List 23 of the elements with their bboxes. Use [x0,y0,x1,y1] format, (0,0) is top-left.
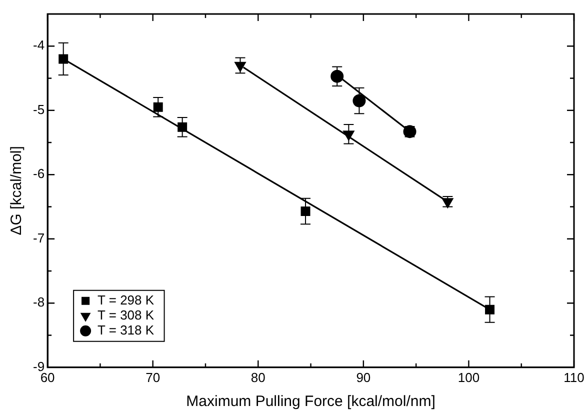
y-tick-label: -4 [32,38,45,53]
y-tick-label: -5 [32,102,45,117]
x-tick-label: 110 [564,370,584,385]
point [485,304,495,314]
point [300,206,310,216]
x-tick-label: 90 [356,370,371,385]
y-tick-label: -6 [32,166,45,182]
legend-label: T = 308 K [98,307,154,322]
point [330,70,344,83]
x-tick-label: 100 [458,370,480,385]
x-tick-label: 80 [250,370,266,385]
point [153,102,163,112]
point [58,54,68,64]
legend-label: T = 318 K [98,322,154,338]
x-axis-title: Maximum Pulling Force [kcal/mol/nm] [186,393,436,410]
y-tick-label: -7 [32,230,45,246]
legend-label: T = 298 K [98,292,154,308]
y-tick-label: -9 [32,358,45,374]
point [352,94,366,108]
x-tick-label: 70 [146,370,160,385]
point [178,122,188,132]
y-axis-title: ΔG [kcal/mol] [8,146,26,236]
y-tick-label: -8 [32,294,45,310]
